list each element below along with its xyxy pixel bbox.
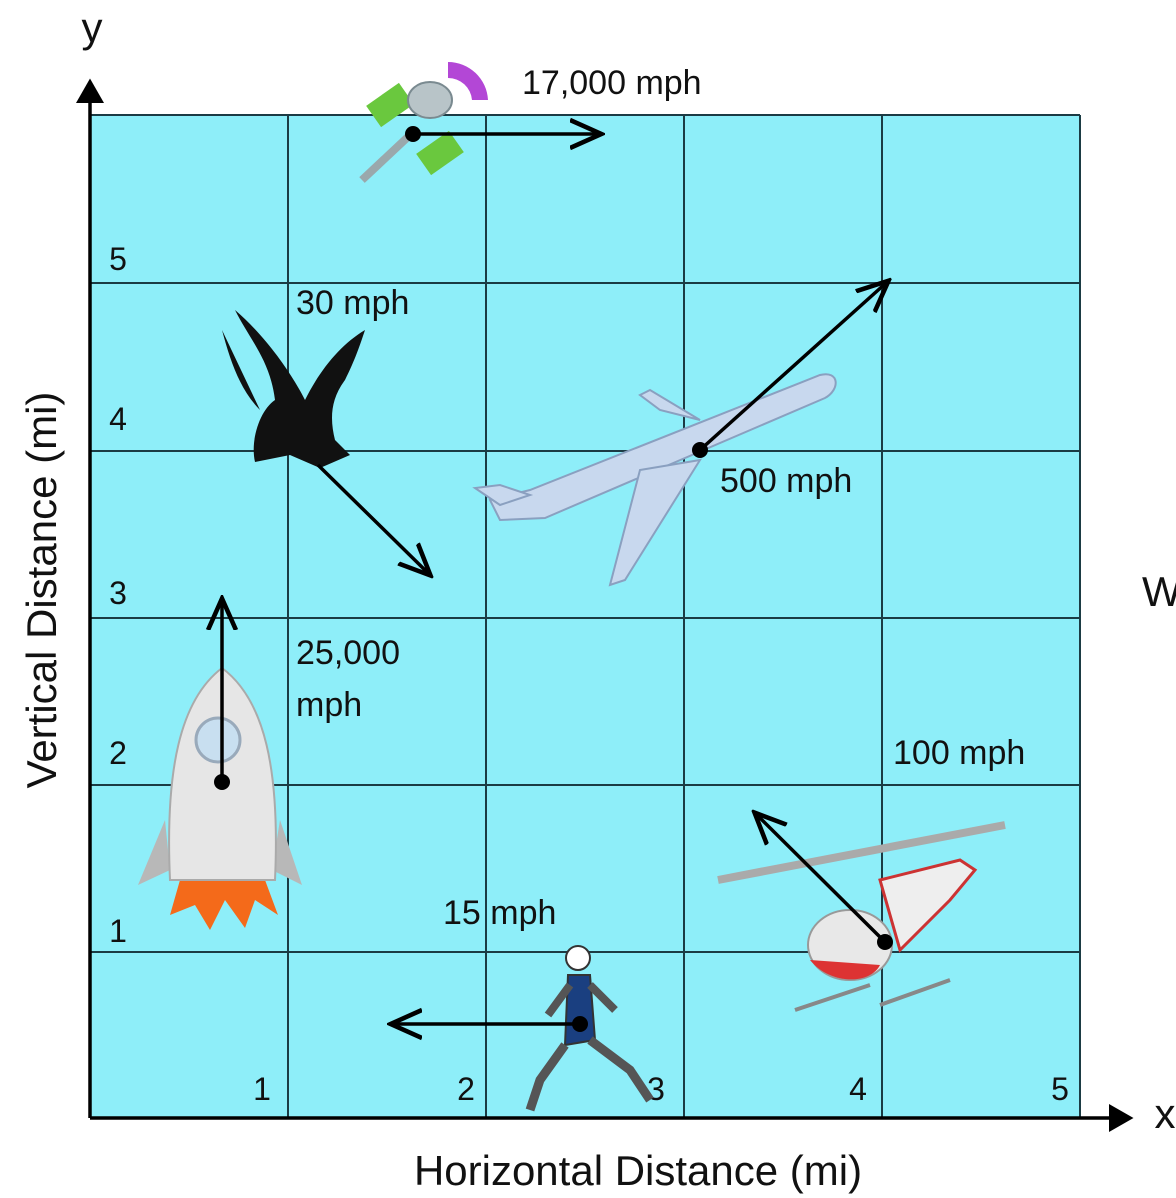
x-tick-label: 4 <box>849 1071 867 1107</box>
side-text: W <box>1142 568 1176 615</box>
speed-label: 15 mph <box>443 894 556 932</box>
speed-label: 17,000 mph <box>522 64 702 102</box>
x-tick-label: 5 <box>1051 1071 1069 1107</box>
satellite-icon <box>359 61 488 183</box>
x-axis-letter: x <box>1155 1090 1176 1137</box>
center-dot <box>877 934 893 950</box>
y-tick-label: 3 <box>109 575 127 611</box>
center-dot <box>692 442 708 458</box>
x-tick-label: 2 <box>457 1071 475 1107</box>
x-axis-title: Horizontal Distance (mi) <box>414 1147 862 1194</box>
x-tick-label: 1 <box>253 1071 271 1107</box>
velocity-arrow <box>316 463 428 573</box>
y-axis-title: Vertical Distance (mi) <box>18 392 65 789</box>
speed-label: 25,000 <box>296 634 400 672</box>
helicopter-icon <box>717 821 1006 1012</box>
speed-label: 100 mph <box>893 734 1025 772</box>
velocity-arrow <box>757 815 887 944</box>
airplane-icon <box>472 373 837 587</box>
y-tick-label: 2 <box>109 735 127 771</box>
speed-label: mph <box>296 686 362 724</box>
center-dot <box>405 126 421 142</box>
y-tick-label: 1 <box>109 913 127 949</box>
runner-icon <box>525 945 654 1112</box>
speed-label: 30 mph <box>296 284 409 322</box>
velocity-arrow <box>698 283 886 452</box>
y-axis-letter: y <box>82 4 103 51</box>
center-dot <box>214 774 230 790</box>
speed-label: 500 mph <box>720 462 852 500</box>
center-dot <box>572 1016 588 1032</box>
eagle-icon <box>222 310 365 468</box>
y-tick-label: 4 <box>109 401 127 437</box>
y-tick-label: 5 <box>109 241 127 277</box>
x-tick-label: 3 <box>647 1071 665 1107</box>
